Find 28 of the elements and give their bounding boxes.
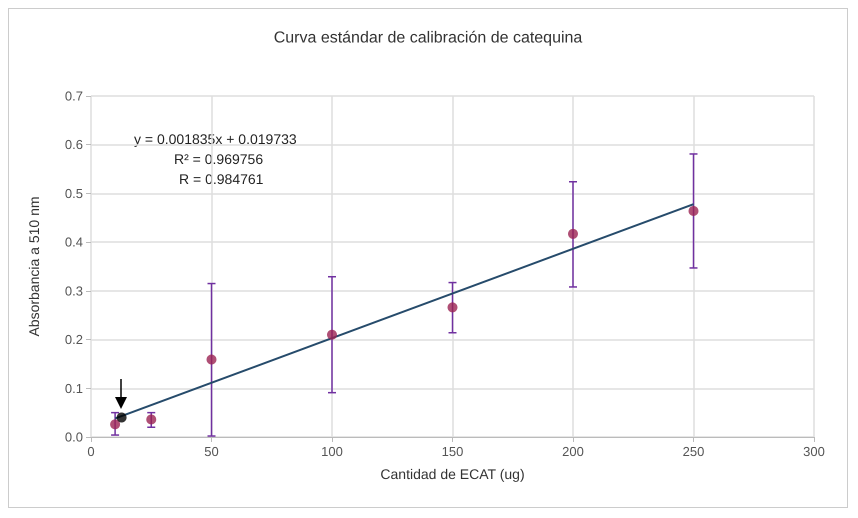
chart-title: Curva estándar de calibración de catequina <box>274 30 582 46</box>
point <box>448 302 458 312</box>
y-tick-label: 0.5 <box>64 186 83 201</box>
y-tick-label: 0.2 <box>64 332 83 348</box>
x-tick-label: 150 <box>442 444 464 459</box>
y-tick-label: 0.1 <box>64 380 83 396</box>
y-tick-label: 0.4 <box>64 234 83 250</box>
point <box>568 228 578 239</box>
x-tick-label: 0 <box>87 444 95 459</box>
x-tick-label: 250 <box>682 444 704 459</box>
x-tick-label: 200 <box>562 444 584 459</box>
y-tick-label: 0.6 <box>64 137 83 152</box>
point <box>327 330 337 340</box>
y-tick-label: 0.0 <box>64 430 83 444</box>
point <box>116 412 127 423</box>
x-axis-title: Cantidad de ECAT (ug) <box>380 466 525 482</box>
y-tick-label: 0.3 <box>64 283 83 298</box>
annotation: R = 0.984761 <box>179 171 264 187</box>
annotation: R² = 0.969756 <box>174 151 264 167</box>
x-tick-label: 100 <box>321 444 343 459</box>
y-tick-label: 0.7 <box>64 88 83 104</box>
point <box>206 354 216 365</box>
point <box>110 419 120 430</box>
point <box>146 414 156 424</box>
y-axis-title: Absorbancia a 510 nm <box>26 196 42 337</box>
point <box>688 206 698 216</box>
x-tick-label: 50 <box>204 444 219 459</box>
x-tick-label: 300 <box>803 444 825 459</box>
